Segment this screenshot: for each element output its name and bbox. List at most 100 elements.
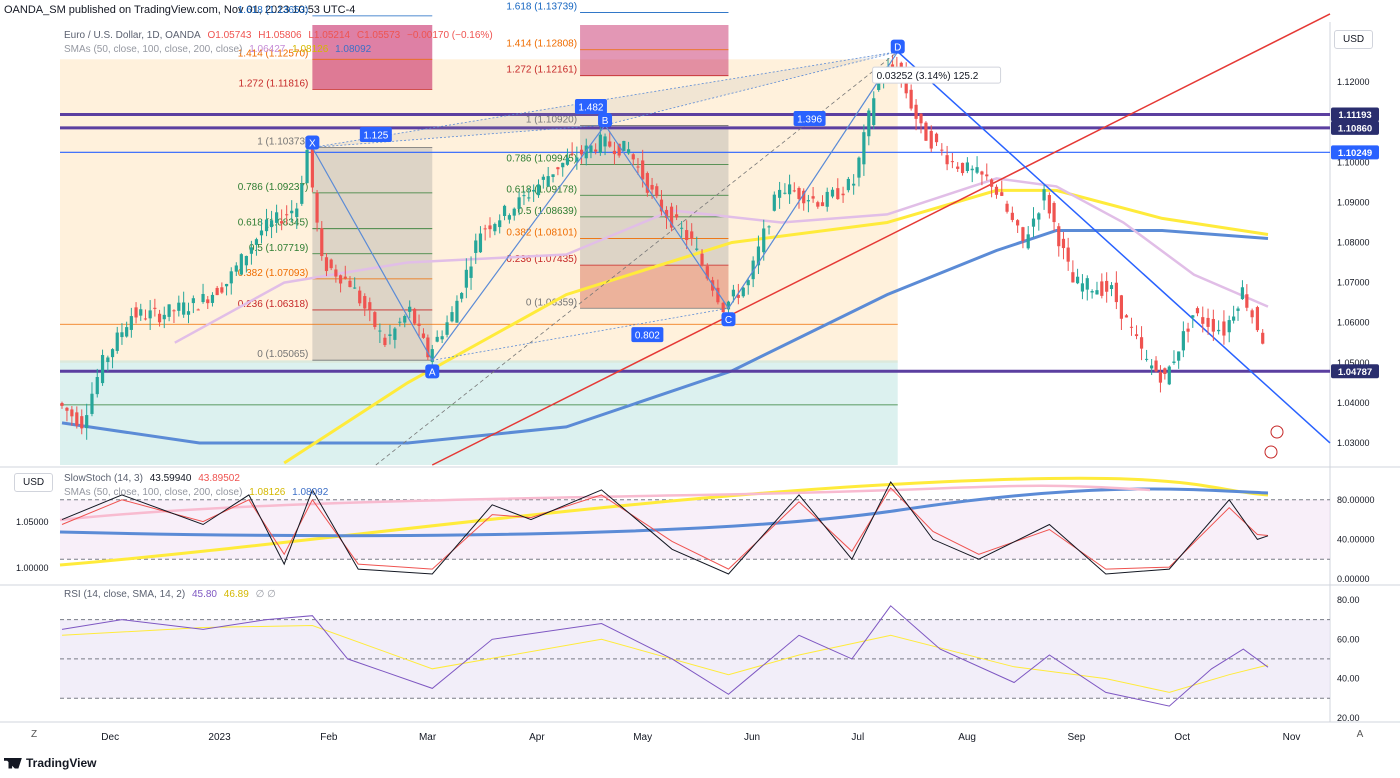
candle-body	[215, 287, 219, 296]
stoch-currency-label[interactable]: USD	[14, 473, 54, 492]
rsi-value: 45.80	[191, 589, 217, 600]
candle-body	[924, 122, 928, 141]
legend-change: −0.00170 (−0.16%)	[407, 30, 493, 41]
stoch-sma-label: SMAs (50, close, 100, close, 200, close)	[64, 487, 243, 498]
candle-body	[403, 315, 407, 323]
candle-body	[483, 228, 487, 230]
candle-body	[956, 166, 960, 169]
stoch-left-tick: 1.05000	[16, 517, 49, 527]
candle-body	[685, 230, 689, 241]
candle-body	[1134, 334, 1139, 337]
candle-body	[778, 189, 782, 198]
candle-body	[106, 357, 110, 363]
candle-body	[244, 255, 248, 266]
candle-body	[965, 162, 969, 171]
price-axis-tick: 1.03000	[1337, 438, 1370, 448]
candle-body	[551, 174, 555, 177]
candle-body	[280, 221, 284, 224]
pattern-point-label: C	[725, 315, 732, 326]
legend-open: O1.05743	[207, 30, 252, 41]
timezone-button[interactable]: Z	[30, 729, 38, 740]
candle-body	[167, 304, 171, 317]
candle-body	[909, 89, 913, 109]
candle-body	[1250, 310, 1254, 318]
blue-trendline	[897, 51, 1331, 444]
fib-right-label: 1.272 (1.12161)	[506, 65, 577, 76]
candle-body	[841, 193, 845, 196]
candle-body	[852, 183, 856, 186]
candle-body	[408, 306, 412, 312]
candle-body	[488, 225, 492, 230]
candle-body	[797, 187, 801, 199]
candle-body	[1245, 294, 1249, 308]
candle-body	[1232, 316, 1236, 321]
candle-body	[680, 227, 684, 229]
candle-body	[641, 160, 645, 180]
pattern-ratio-badge	[359, 127, 392, 143]
candle-body	[1222, 321, 1226, 336]
candle-body	[565, 157, 570, 165]
candle-body	[348, 280, 352, 288]
candle-body	[191, 298, 195, 304]
stoch-k-line	[61, 481, 1269, 575]
candle-body	[792, 190, 796, 192]
price-axis-tick: 1.05000	[1337, 358, 1370, 368]
red-trendline	[431, 13, 1331, 466]
currency-selector[interactable]: USD	[1334, 30, 1374, 49]
time-axis-tick: Aug	[958, 732, 976, 743]
pattern-ratio-badge	[574, 98, 607, 114]
candle-body	[1186, 328, 1190, 332]
candle-body	[1211, 318, 1215, 332]
fib-right-label: 0.618 (1.09178)	[506, 184, 577, 195]
measure-box	[872, 66, 1002, 84]
time-axis-tick: Jun	[744, 732, 760, 743]
candle-body	[153, 307, 157, 309]
pattern-point-label: A	[429, 367, 436, 378]
candle-body	[985, 174, 989, 177]
candle-body	[1195, 308, 1200, 314]
price-axis-tick: 1.06000	[1337, 318, 1370, 328]
candle-body	[186, 311, 191, 315]
fib-right-label: 0.5 (1.08639)	[518, 206, 578, 217]
candle-body	[110, 349, 115, 358]
rsi-label: RSI (14, close, SMA, 14, 2)	[64, 589, 186, 600]
pattern-triangle-xbd	[312, 51, 898, 148]
pattern-point-label: B	[602, 116, 609, 127]
candle-body	[426, 337, 430, 358]
candle-body	[249, 247, 254, 254]
candle-body	[143, 318, 148, 320]
tradingview-brand[interactable]: TradingView	[4, 756, 96, 770]
time-axis-tick: May	[633, 732, 652, 743]
auto-scale-button[interactable]: A	[1356, 729, 1364, 740]
candle-body	[598, 134, 602, 153]
candle-body	[373, 312, 377, 327]
fib-right-label: 1 (1.10920)	[526, 114, 577, 125]
candle-body	[546, 176, 550, 187]
candle-body	[1167, 366, 1171, 385]
stoch-d-line	[61, 487, 1269, 570]
candle-body	[736, 294, 740, 298]
candle-body	[1037, 213, 1041, 220]
fib-right-label: 0.382 (1.08101)	[506, 227, 577, 238]
candle-body	[229, 271, 233, 284]
candle-body	[631, 154, 635, 160]
rsi-axis-tick: 20.00	[1337, 713, 1360, 723]
candle-body	[220, 287, 224, 293]
sma-legend-label: SMAs (50, close, 100, close, 200, close)	[64, 44, 243, 55]
candle-body	[862, 132, 866, 165]
candle-body	[527, 197, 531, 199]
pattern-dotted-acd	[432, 51, 899, 361]
time-axis-tick: Nov	[1283, 732, 1301, 743]
candle-body	[310, 142, 314, 188]
rsi-sma-line	[61, 624, 1269, 693]
stoch-pane-sma50	[59, 484, 1151, 522]
candle-body	[269, 220, 274, 228]
candle-body	[450, 312, 454, 322]
candle-body	[716, 287, 720, 303]
candle-body	[1071, 272, 1075, 283]
fib-right-label: 1.414 (1.12808)	[506, 39, 577, 50]
candle-body	[1109, 285, 1114, 290]
price-badge	[1331, 120, 1379, 135]
candle-body	[363, 296, 367, 309]
